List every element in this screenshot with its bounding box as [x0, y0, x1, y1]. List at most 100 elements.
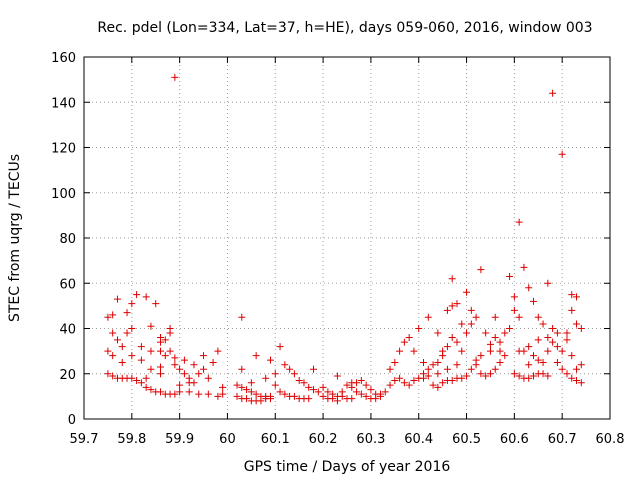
- data-point: [147, 365, 155, 373]
- data-point: [453, 300, 461, 308]
- data-point: [157, 388, 165, 396]
- data-point: [573, 365, 581, 373]
- data-point: [573, 293, 581, 301]
- data-point: [113, 336, 121, 344]
- data-point: [204, 390, 212, 398]
- x-tick-label: 60.3: [356, 432, 385, 447]
- data-point: [123, 329, 131, 337]
- data-point: [171, 73, 179, 81]
- data-point: [515, 372, 523, 380]
- data-point: [486, 347, 494, 355]
- data-point: [443, 365, 451, 373]
- data-point: [458, 347, 466, 355]
- y-tick-label: 0: [68, 413, 76, 428]
- data-point: [137, 343, 145, 351]
- data-point: [157, 363, 165, 371]
- data-point: [257, 397, 265, 405]
- data-point: [443, 343, 451, 351]
- y-tick-label: 140: [51, 96, 76, 111]
- data-point: [573, 320, 581, 328]
- data-point: [491, 334, 499, 342]
- data-point: [281, 390, 289, 398]
- data-point: [180, 370, 188, 378]
- data-point: [563, 329, 571, 337]
- data-point: [343, 381, 351, 389]
- data-point: [152, 300, 160, 308]
- data-point: [477, 266, 485, 274]
- data-point: [128, 300, 136, 308]
- x-tick-label: 60.4: [404, 432, 433, 447]
- data-point: [400, 379, 408, 387]
- data-point: [157, 347, 165, 355]
- data-point: [300, 379, 308, 387]
- data-point: [563, 336, 571, 344]
- data-point: [396, 347, 404, 355]
- data-point: [410, 377, 418, 385]
- data-point: [439, 379, 447, 387]
- data-point: [109, 329, 117, 337]
- x-tick-label: 59.7: [70, 432, 99, 447]
- data-point: [171, 361, 179, 369]
- data-point: [544, 372, 552, 380]
- data-point: [520, 263, 528, 271]
- data-point: [501, 352, 509, 360]
- data-point: [510, 306, 518, 314]
- data-point: [104, 347, 112, 355]
- data-point: [544, 279, 552, 287]
- x-tick-label: 60: [219, 432, 236, 447]
- data-point: [434, 329, 442, 337]
- x-axis-label: GPS time / Days of year 2016: [244, 459, 451, 475]
- data-point: [448, 302, 456, 310]
- data-point: [161, 352, 169, 360]
- data-point: [290, 392, 298, 400]
- data-point: [544, 347, 552, 355]
- data-point: [157, 334, 165, 342]
- data-point: [573, 377, 581, 385]
- data-point: [544, 334, 552, 342]
- data-point: [496, 347, 504, 355]
- data-point: [482, 372, 490, 380]
- data-point: [266, 392, 274, 400]
- data-point: [448, 334, 456, 342]
- data-point: [539, 370, 547, 378]
- data-point: [109, 311, 117, 319]
- y-tick-label: 20: [59, 368, 76, 383]
- data-point: [176, 365, 184, 373]
- x-tick-label: 60.2: [309, 432, 338, 447]
- data-point: [400, 338, 408, 346]
- data-point: [176, 381, 184, 389]
- data-point: [128, 352, 136, 360]
- y-tick-label: 160: [51, 51, 76, 66]
- data-point: [214, 347, 222, 355]
- data-point: [238, 365, 246, 373]
- data-point: [448, 377, 456, 385]
- x-tick-labels: 59.7 59.8 59.9 60 60.1 60.2 60.3 60.4 60.5 60.6 60…: [70, 432, 625, 447]
- data-point: [171, 390, 179, 398]
- data-point: [166, 347, 174, 355]
- data-point: [529, 372, 537, 380]
- data-point: [577, 379, 585, 387]
- x-tick-label: 59.8: [117, 432, 146, 447]
- data-point: [357, 377, 365, 385]
- y-axis-label: STEC from uqrg / TECUs: [7, 154, 23, 322]
- data-point: [247, 388, 255, 396]
- data-point: [319, 392, 327, 400]
- x-tick-label: 60.8: [596, 432, 625, 447]
- data-point: [472, 356, 480, 364]
- data-point: [329, 395, 337, 403]
- data-point: [357, 390, 365, 398]
- data-point: [166, 325, 174, 332]
- data-point: [209, 358, 217, 366]
- data-point: [161, 336, 169, 344]
- data-point: [276, 343, 284, 351]
- data-point: [176, 388, 184, 396]
- data-point: [109, 372, 117, 380]
- data-point: [515, 218, 523, 226]
- data-point: [195, 370, 203, 378]
- data-point: [463, 288, 471, 296]
- data-point: [510, 293, 518, 301]
- data-point: [420, 374, 428, 382]
- data-point: [453, 361, 461, 369]
- data-point: [362, 381, 370, 389]
- data-point: [252, 390, 260, 398]
